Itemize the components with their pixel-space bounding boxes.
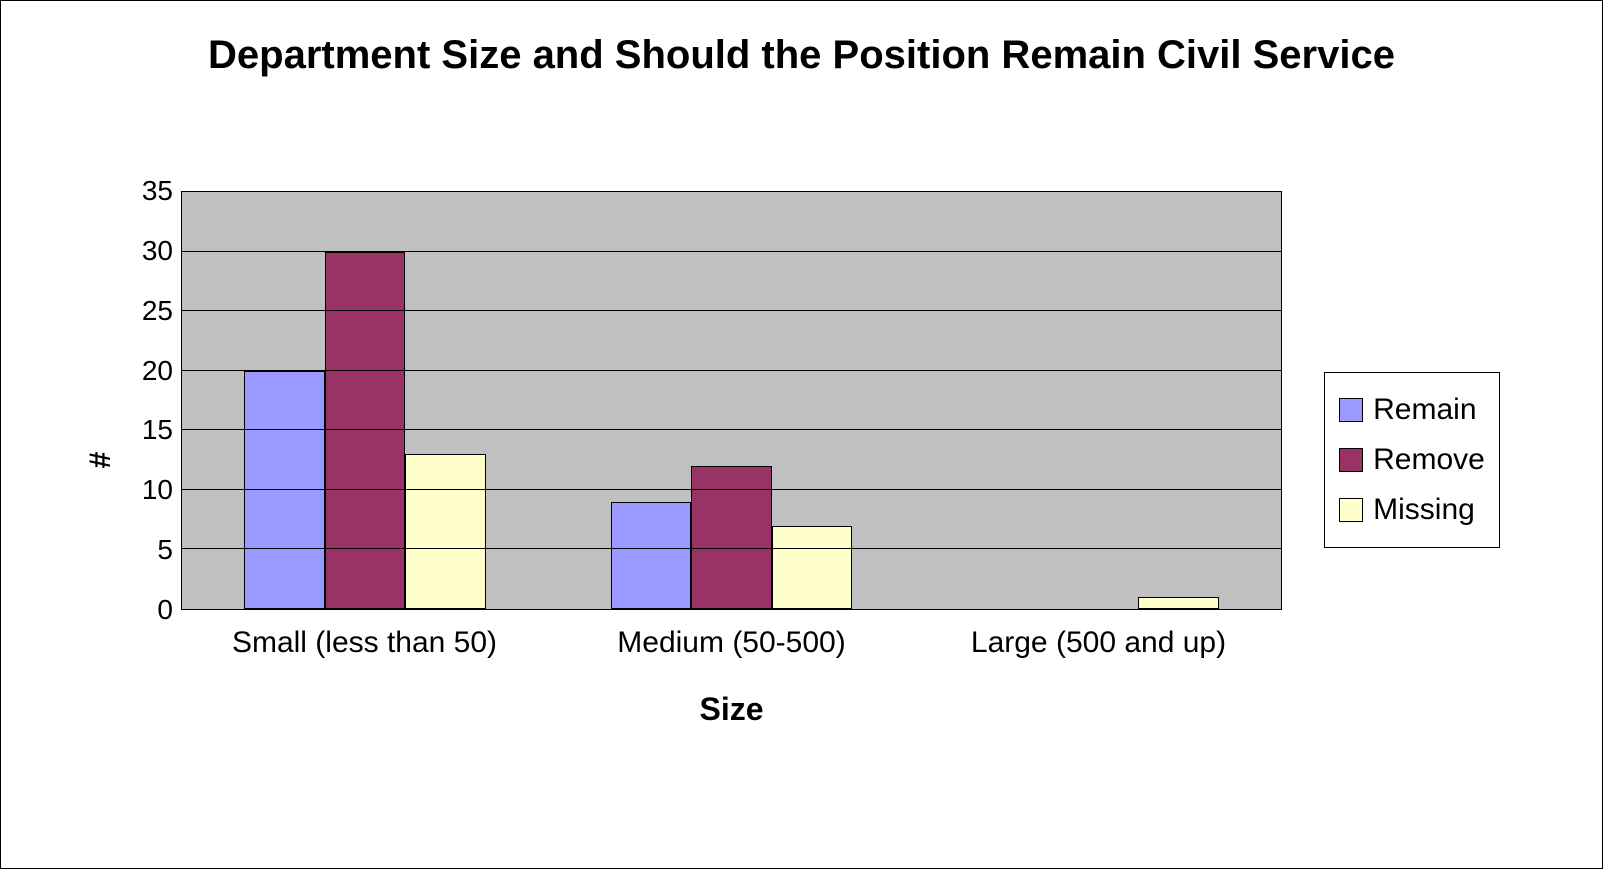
legend-swatch [1339,448,1363,472]
gridline [182,548,1281,549]
y-tick: 15 [142,414,173,446]
legend-wrap: Remain Remove Missing [1282,372,1542,548]
legend: Remain Remove Missing [1324,372,1500,548]
plot-area [181,191,1282,610]
gridline [182,370,1281,371]
x-axis-title: Size [181,691,1282,728]
y-axis-label: # [84,440,118,480]
chart-body: # 05101520253035 Small (less than 50)Med… [81,191,1542,728]
legend-swatch [1339,498,1363,522]
bars-layer [182,192,1281,609]
y-tick: 5 [157,534,173,566]
bar-group [182,192,548,609]
bar [1138,597,1219,609]
legend-item: Missing [1339,485,1485,535]
legend-label: Remain [1373,393,1476,427]
x-tick-label: Small (less than 50) [181,610,548,661]
bar [244,371,325,609]
x-tick-label: Medium (50-500) [548,610,915,661]
legend-label: Missing [1373,493,1475,527]
x-tick-label: Large (500 and up) [915,610,1282,661]
y-tick: 30 [142,235,173,267]
plot-wrap: 05101520253035 Small (less than 50)Mediu… [121,191,1282,728]
y-tick: 35 [142,175,173,207]
y-tick: 0 [157,594,173,626]
bar [405,454,486,609]
gridline [182,489,1281,490]
legend-item: Remove [1339,435,1485,485]
bar-group [548,192,914,609]
y-tick: 25 [142,295,173,327]
y-ticks: 05101520253035 [121,191,181,610]
y-tick: 20 [142,355,173,387]
chart-title: Department Size and Should the Position … [1,1,1602,79]
bar-group [915,192,1281,609]
legend-label: Remove [1373,443,1485,477]
y-tick: 10 [142,474,173,506]
gridline [182,310,1281,311]
gridline [182,429,1281,430]
bar [611,502,692,609]
legend-swatch [1339,398,1363,422]
gridline [182,251,1281,252]
x-labels: Small (less than 50)Medium (50-500)Large… [181,610,1282,661]
bar [772,526,853,609]
plot-row: 05101520253035 [121,191,1282,610]
chart-container: Department Size and Should the Position … [0,0,1603,869]
legend-item: Remain [1339,385,1485,435]
bar [691,466,772,609]
